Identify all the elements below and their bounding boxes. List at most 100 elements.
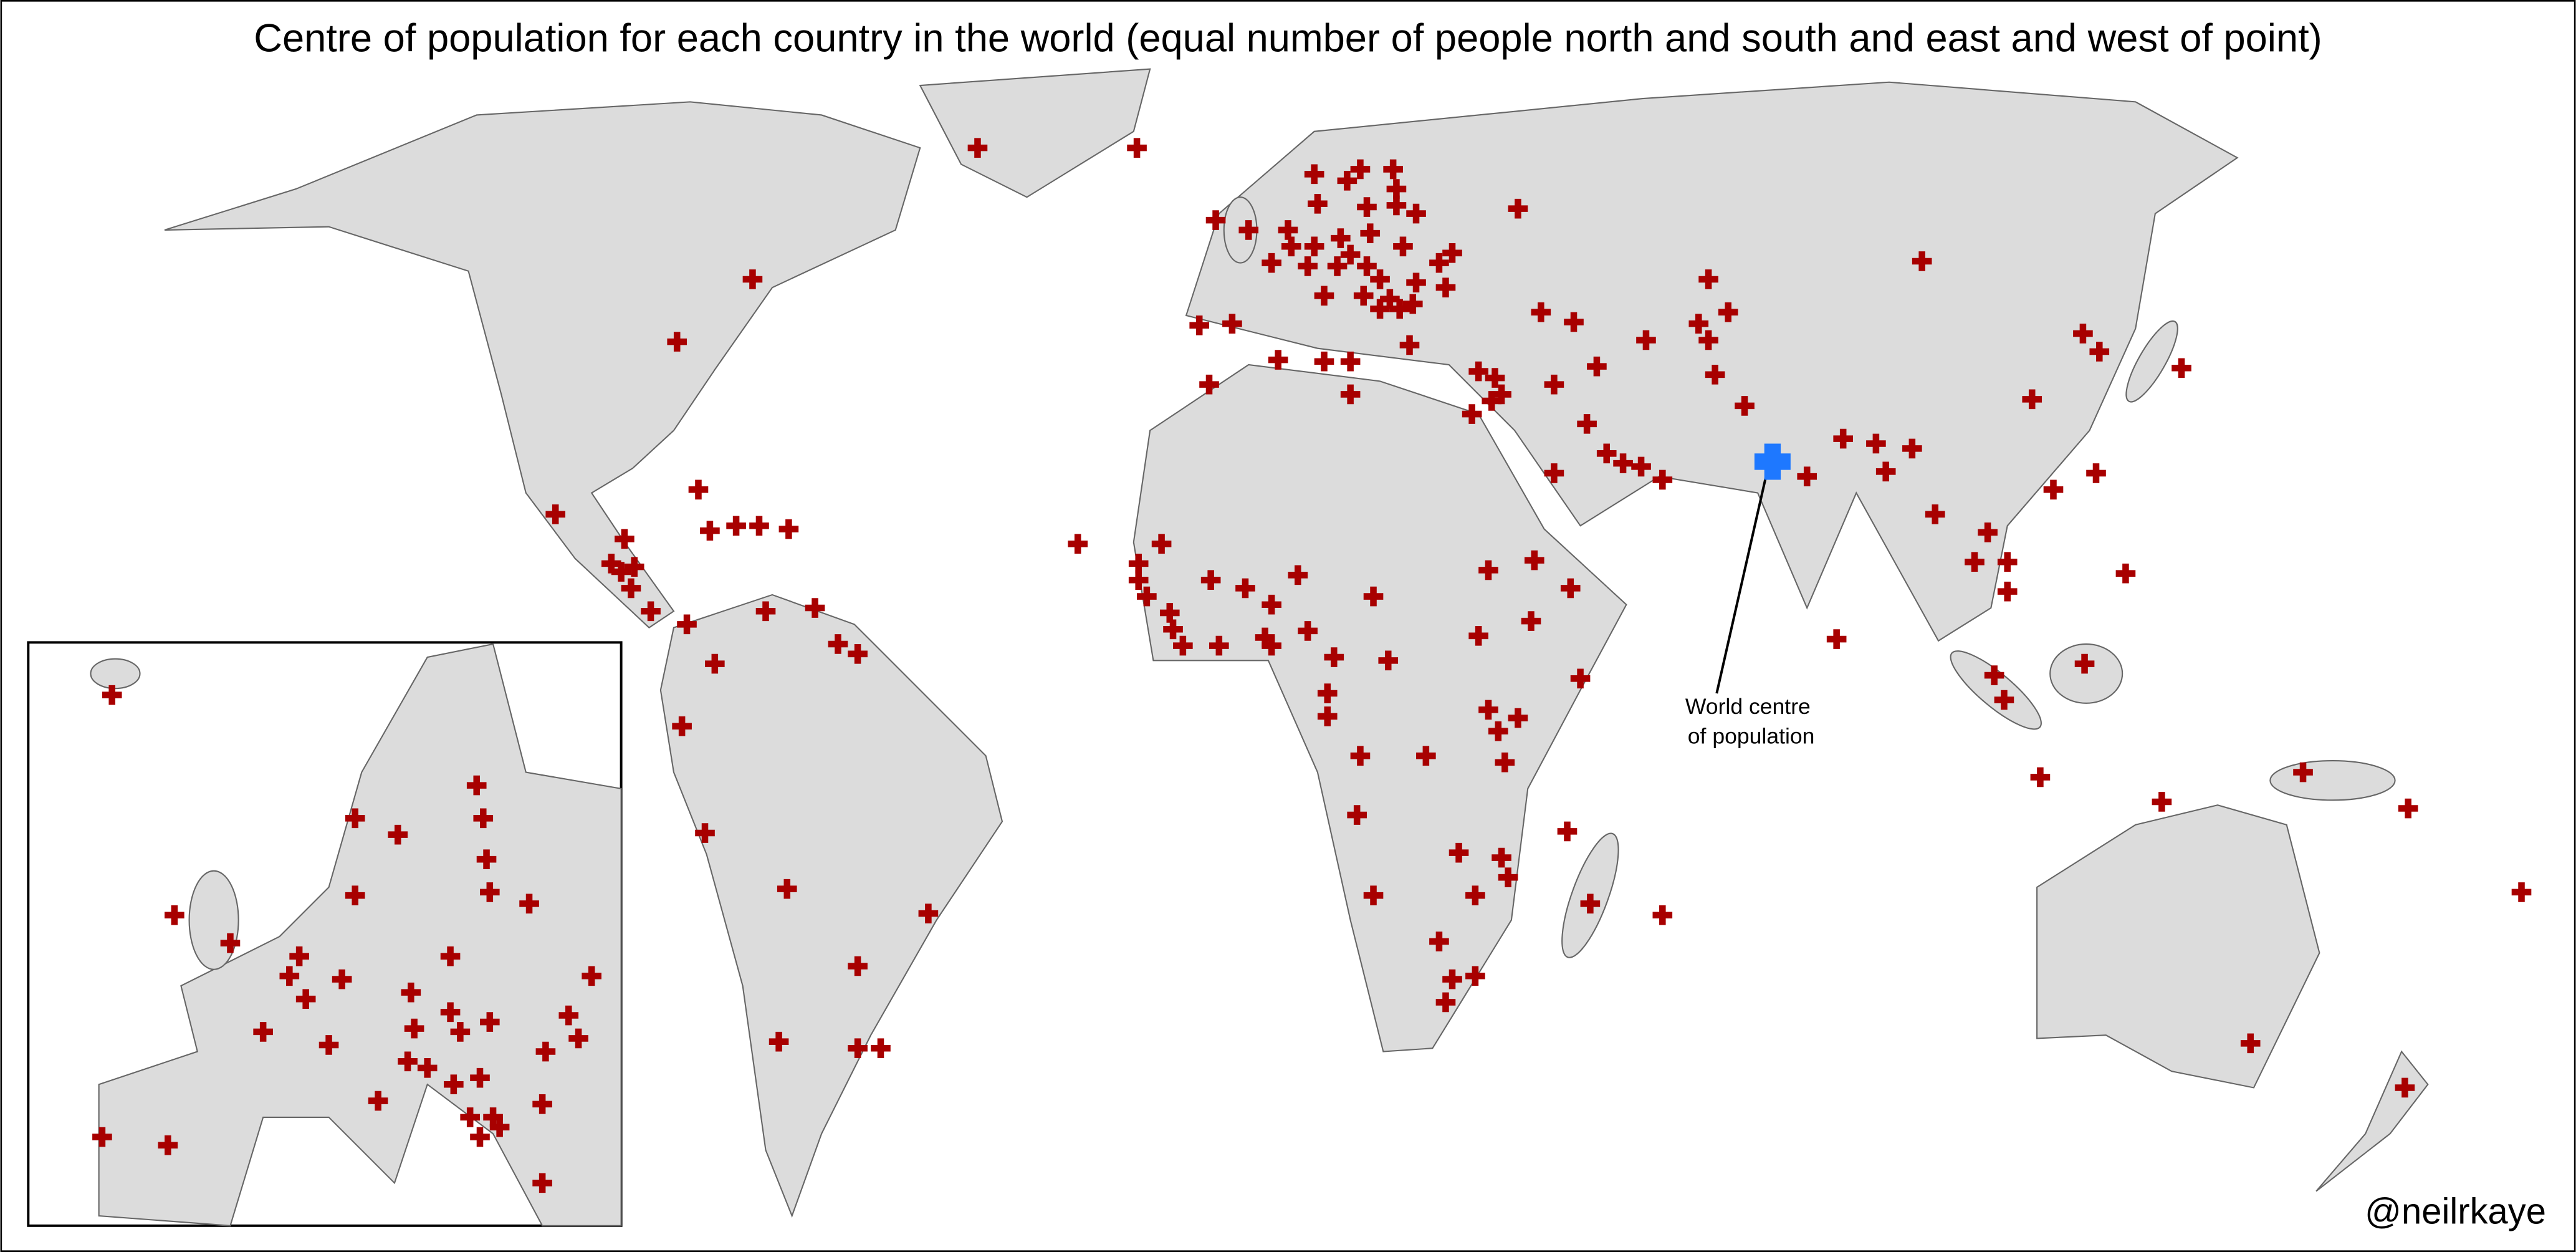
country-marker <box>1393 236 1413 257</box>
country-marker <box>667 332 687 352</box>
country-marker <box>2030 767 2051 787</box>
annotation: of population <box>1688 724 1815 749</box>
country-marker <box>470 1067 490 1088</box>
country-marker <box>450 1022 471 1042</box>
country-marker <box>1580 893 1601 914</box>
country-marker <box>1340 351 1361 372</box>
country-marker <box>2043 479 2064 500</box>
country-marker <box>398 1051 418 1072</box>
country-marker <box>1128 570 1149 590</box>
country-marker <box>1468 626 1488 646</box>
country-marker <box>1491 384 1511 405</box>
country-marker <box>1402 294 1423 314</box>
country-marker <box>92 1127 112 1147</box>
country-marker <box>1317 683 1338 703</box>
country-marker <box>473 808 494 829</box>
country-marker <box>479 1012 500 1032</box>
country-marker <box>848 1038 868 1059</box>
eurasia <box>1185 81 2239 642</box>
country-marker <box>220 933 241 953</box>
country-marker <box>1560 578 1581 599</box>
country-marker <box>1442 243 1462 263</box>
country-marker <box>848 956 868 976</box>
country-marker <box>1875 461 1896 482</box>
inset-britain <box>188 870 239 970</box>
country-marker <box>545 504 566 524</box>
country-marker <box>1399 335 1420 355</box>
country-marker <box>1137 586 1157 607</box>
country-marker <box>1278 220 1298 240</box>
country-marker <box>1406 272 1426 293</box>
south-america <box>659 594 1003 1218</box>
country-marker <box>1416 746 1436 766</box>
sumatra <box>1950 650 2042 730</box>
country-marker <box>1262 635 1281 656</box>
country-marker <box>611 562 631 582</box>
country-marker <box>749 516 769 536</box>
country-marker <box>1317 706 1338 726</box>
japan <box>2125 320 2178 403</box>
country-marker <box>777 879 797 899</box>
country-marker <box>1350 746 1371 766</box>
country-marker <box>345 885 365 905</box>
country-marker <box>1435 992 1456 1013</box>
country-marker <box>1429 932 1449 951</box>
country-marker <box>470 1127 490 1147</box>
country-marker <box>1314 351 1334 372</box>
country-marker <box>568 1028 588 1049</box>
country-marker <box>1698 269 1718 289</box>
country-marker <box>1128 554 1149 574</box>
country-marker <box>1462 404 1482 424</box>
country-marker <box>1127 138 1147 158</box>
country-marker <box>444 1074 464 1095</box>
country-marker <box>742 269 763 289</box>
country-marker <box>158 1135 178 1155</box>
country-marker <box>558 1005 579 1026</box>
country-marker <box>519 893 539 914</box>
new-guinea <box>2269 760 2396 801</box>
country-marker <box>1370 269 1390 289</box>
country-marker <box>1557 821 1578 842</box>
country-marker <box>332 969 352 990</box>
country-marker <box>805 598 825 618</box>
country-marker <box>1498 867 1518 887</box>
country-marker <box>918 903 939 923</box>
country-marker <box>440 1002 461 1023</box>
country-marker <box>1327 256 1348 276</box>
country-marker <box>1209 635 1229 656</box>
country-marker <box>1705 365 1725 385</box>
country-marker <box>1596 443 1617 464</box>
country-marker <box>615 529 634 549</box>
country-marker <box>1833 428 1853 449</box>
country-marker <box>1587 356 1607 377</box>
country-marker <box>677 614 697 635</box>
country-marker <box>871 1038 891 1059</box>
country-marker <box>621 578 641 599</box>
country-marker <box>1997 552 2018 572</box>
country-marker <box>1370 299 1390 319</box>
country-marker <box>1340 384 1361 405</box>
country-marker <box>672 716 692 736</box>
country-marker <box>1485 368 1505 388</box>
country-marker <box>2395 1077 2415 1098</box>
country-marker <box>1331 228 1351 248</box>
country-marker <box>1360 223 1381 244</box>
country-marker <box>295 989 316 1009</box>
country-marker <box>532 1094 552 1114</box>
country-marker <box>2152 792 2172 812</box>
country-marker <box>1268 350 1288 370</box>
country-marker <box>641 601 661 622</box>
country-marker <box>1205 210 1226 230</box>
country-marker <box>1521 611 1541 631</box>
country-marker <box>1965 552 1985 572</box>
country-marker <box>1465 966 1485 986</box>
country-marker <box>1288 565 1308 585</box>
inset-europe <box>98 643 622 1226</box>
country-marker <box>1482 391 1502 411</box>
country-marker <box>1636 330 1656 350</box>
country-marker <box>1173 635 1193 656</box>
annotation-line <box>1715 476 1768 694</box>
